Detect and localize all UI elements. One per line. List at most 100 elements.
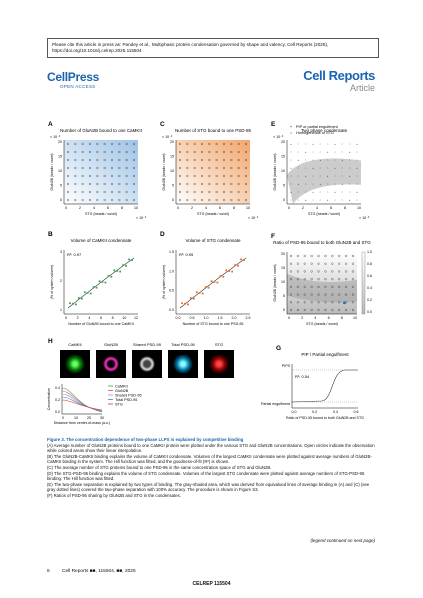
r-squared: R²: 0.54 (295, 374, 310, 379)
grid-dot (110, 174, 114, 178)
grid-dot (88, 190, 92, 194)
x-tick-label: 2 (302, 206, 304, 210)
x-tick-label: 2 (301, 316, 303, 320)
grid-marker: ○ (305, 183, 307, 186)
x-tick-label: 10 (74, 416, 78, 420)
y-axis-label: (% of system volume) (50, 265, 54, 300)
grid-marker: ○ (356, 159, 358, 162)
grid-dot (296, 301, 299, 304)
grid-marker: ○ (290, 183, 292, 186)
y-tick-label: 5 (172, 184, 174, 188)
scatter-point (219, 275, 222, 278)
scatter-point (128, 258, 130, 261)
grid-dot (215, 198, 218, 202)
colorbar (361, 251, 366, 315)
panel-letter: H (48, 338, 53, 345)
grid-marker: + (356, 191, 358, 194)
scatter-point (69, 302, 71, 305)
grid-marker: + (349, 151, 351, 154)
grid-dot (200, 190, 204, 194)
grid-dot (193, 182, 196, 186)
grid-dot (74, 150, 77, 154)
grid-dot (296, 285, 299, 288)
grid-marker: ○ (349, 143, 351, 146)
x-tick-label: 0.4 (333, 410, 338, 414)
grid-marker: ○ (312, 151, 314, 154)
grid-dot (103, 190, 106, 194)
scatter-point (210, 280, 213, 283)
scatter-point (80, 297, 83, 300)
grid-dot (310, 285, 313, 288)
y-tick-label: 3 (60, 250, 62, 254)
grid-marker: ○ (320, 167, 322, 170)
grid-marker: ○ (334, 183, 336, 186)
caption-paragraph: (C) The average number of STG proteins b… (47, 464, 272, 470)
caption-paragraph: (A) Average number of GluN2B proteins bo… (47, 442, 375, 454)
scatter-point (216, 281, 219, 284)
grid-dot (118, 150, 121, 154)
scatter-point (198, 291, 201, 294)
grid-dot (324, 285, 327, 288)
colorbar-label: 0.2 (367, 298, 372, 302)
y-tick-label: 15 (170, 155, 174, 159)
grid-dot (215, 142, 218, 146)
grid-dot (317, 262, 320, 265)
image-label: Total PSD-95 (171, 342, 195, 347)
grid-dot (324, 262, 327, 265)
grid-marker: ○ (320, 199, 322, 202)
x-tick-label: 8 (112, 316, 114, 320)
grid-dot (125, 190, 128, 194)
grid-dot (317, 278, 320, 281)
y-tick-label: 0.4 (55, 386, 60, 390)
image-label: Shared PSD-95 (133, 342, 162, 347)
grid-marker: + (305, 175, 307, 178)
x-axis-label: STG (beads / voxel) (197, 212, 229, 216)
grid-dot (96, 174, 99, 178)
heat-area (64, 140, 138, 204)
grid-dot (317, 308, 320, 312)
grid-dot (110, 166, 114, 170)
scatter-point (119, 270, 122, 273)
scatter-point (110, 275, 113, 278)
grid-dot (193, 150, 196, 154)
grid-dot (222, 158, 226, 162)
x-tick-label: 0.2 (312, 410, 317, 414)
grid-dot (338, 293, 341, 296)
scatter-point (237, 264, 239, 267)
shaded-region (287, 158, 361, 204)
grid-dot (125, 198, 128, 202)
axis-scale: × 10⁻³ (248, 216, 259, 220)
y-tick-label: 20 (281, 252, 285, 256)
grid-marker: + (290, 167, 292, 170)
panel-title: Number of GluN2B bound to one CaMKII (60, 128, 142, 133)
y-tick-label: 0.0 (169, 308, 174, 312)
citation: Please cite this article in press as: Pa… (47, 38, 379, 58)
grid-dot (338, 278, 341, 281)
legend-label: Total PSD-95 (115, 398, 137, 402)
grid-marker: ○ (305, 191, 307, 194)
x-tick-label: 1.0 (204, 316, 209, 320)
legend-label: Shared PSD-95 (115, 394, 142, 398)
x-tick-label: 6 (328, 316, 330, 320)
caption-title: Figure 3. The concentration dependence o… (47, 437, 244, 442)
grid-dot (230, 150, 233, 154)
grid-dot (222, 166, 226, 170)
grid-dot (186, 158, 189, 162)
grid-dot (244, 190, 248, 194)
grid-dot (338, 301, 341, 304)
grid-marker: + (334, 191, 336, 194)
caption-paragraph: (E) The two-phase separation is explaine… (47, 481, 370, 493)
grid-dot (96, 150, 99, 154)
grid-dot (345, 262, 348, 265)
profile-line (61, 390, 103, 412)
scatter-point (201, 292, 204, 295)
grid-dot (96, 198, 99, 202)
y-tick-label: 0 (283, 198, 285, 202)
grid-dot (244, 174, 248, 178)
x-tick-label: 20 (87, 416, 91, 420)
grid-dot (88, 198, 92, 202)
grid-dot (96, 182, 99, 186)
grid-dot (230, 182, 233, 186)
grid-dot (208, 150, 211, 154)
grid-marker: ○ (312, 199, 314, 202)
